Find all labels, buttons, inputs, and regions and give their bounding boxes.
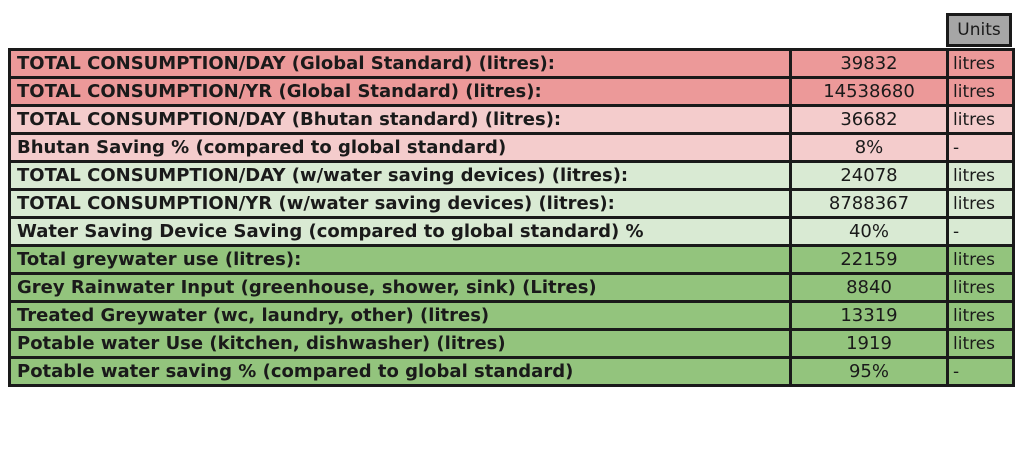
row-unit: litres [946, 76, 1015, 107]
row-value: 8788367 [789, 188, 949, 219]
row-label: Grey Rainwater Input (greenhouse, shower… [8, 272, 792, 303]
row-label: TOTAL CONSUMPTION/DAY (w/water saving de… [8, 160, 792, 191]
row-label: Treated Greywater (wc, laundry, other) (… [8, 300, 792, 331]
row-label: Total greywater use (litres): [8, 244, 792, 275]
row-value: 22159 [789, 244, 949, 275]
table-row: TOTAL CONSUMPTION/YR (w/water saving dev… [8, 188, 1015, 219]
row-unit: litres [946, 160, 1015, 191]
table-row: Total greywater use (litres): 22159 litr… [8, 244, 1015, 275]
row-value: 1919 [789, 328, 949, 359]
row-unit: litres [946, 104, 1015, 135]
table-row: Water Saving Device Saving (compared to … [8, 216, 1015, 247]
row-unit: - [946, 356, 1015, 387]
row-unit: - [946, 132, 1015, 163]
row-label: Potable water saving % (compared to glob… [8, 356, 792, 387]
row-unit: litres [946, 328, 1015, 359]
row-value: 24078 [789, 160, 949, 191]
table-row: TOTAL CONSUMPTION/DAY (Bhutan standard) … [8, 104, 1015, 135]
row-label: Bhutan Saving % (compared to global stan… [8, 132, 792, 163]
row-label: TOTAL CONSUMPTION/DAY (Global Standard) … [8, 48, 792, 79]
table-row: Treated Greywater (wc, laundry, other) (… [8, 300, 1015, 331]
row-label: TOTAL CONSUMPTION/YR (w/water saving dev… [8, 188, 792, 219]
table-row: Grey Rainwater Input (greenhouse, shower… [8, 272, 1015, 303]
row-value: 95% [789, 356, 949, 387]
water-consumption-table: TOTAL CONSUMPTION/DAY (Global Standard) … [8, 48, 1015, 387]
row-unit: litres [946, 244, 1015, 275]
row-unit: litres [946, 48, 1015, 79]
row-label: TOTAL CONSUMPTION/DAY (Bhutan standard) … [8, 104, 792, 135]
units-column-header: Units [946, 13, 1012, 47]
row-label: TOTAL CONSUMPTION/YR (Global Standard) (… [8, 76, 792, 107]
row-unit: litres [946, 272, 1015, 303]
table-row: Potable water saving % (compared to glob… [8, 356, 1015, 387]
row-unit: litres [946, 188, 1015, 219]
row-value: 39832 [789, 48, 949, 79]
row-value: 13319 [789, 300, 949, 331]
row-value: 14538680 [789, 76, 949, 107]
row-value: 8% [789, 132, 949, 163]
row-value: 36682 [789, 104, 949, 135]
row-unit: litres [946, 300, 1015, 331]
table-row: TOTAL CONSUMPTION/DAY (Global Standard) … [8, 48, 1015, 79]
row-unit: - [946, 216, 1015, 247]
table-row: Bhutan Saving % (compared to global stan… [8, 132, 1015, 163]
row-label: Potable water Use (kitchen, dishwasher) … [8, 328, 792, 359]
table-row: TOTAL CONSUMPTION/DAY (w/water saving de… [8, 160, 1015, 191]
row-value: 40% [789, 216, 949, 247]
row-value: 8840 [789, 272, 949, 303]
table-row: TOTAL CONSUMPTION/YR (Global Standard) (… [8, 76, 1015, 107]
row-label: Water Saving Device Saving (compared to … [8, 216, 792, 247]
table-row: Potable water Use (kitchen, dishwasher) … [8, 328, 1015, 359]
